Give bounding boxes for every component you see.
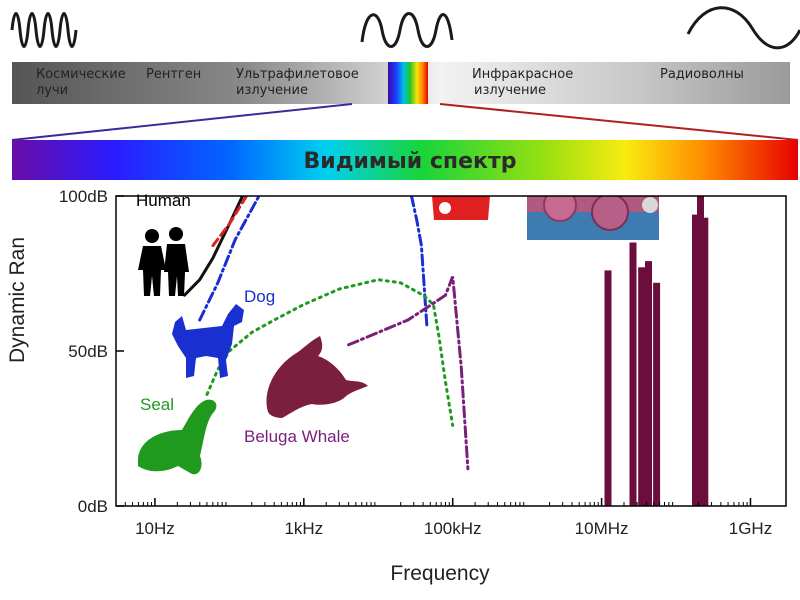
visible-spectrum-label: Видимый спектр [304,149,517,174]
band-label-radio: Радиоволны [660,67,744,82]
band-label-ir: Инфракрасное [472,67,573,82]
short-wave-icon [10,12,78,48]
x-axis: 10Hz 1kHz 100kHz 10MHz 1GHz [115,498,772,538]
bar-6 [697,196,704,506]
band-label-uv-2: излучение [236,83,308,98]
beluga-whale-icon [266,336,368,418]
series-line-beluga-whale-5 [347,276,470,471]
series-line-human-1 [211,196,248,248]
long-wave-icon [686,6,800,50]
series-line-dog-3 [410,196,429,328]
x-tick-label-1: 1kHz [284,519,323,538]
bar-3 [645,261,652,506]
spectrum-band-labels: Космические лучи Рентген Ультрафилетовое… [36,67,744,98]
band-label-ir-2: излучение [474,83,546,98]
annotation-beluga-whale: Beluga Whale [244,427,350,446]
y-tick-label-1: 50dB [68,342,108,361]
human-icon [138,227,189,296]
band-label-cosmic-2: лучи [36,83,68,98]
red-object-icon [432,196,490,220]
band-label-uv: Ультрафилетовое [236,67,359,82]
mini-visible-band [388,62,428,104]
hearing-range-chart: Human Dog Seal Beluga Whale 10Hz 1kHz 100k… [6,187,787,585]
x-tick-label-2: 100kHz [424,519,482,538]
bar-layer [604,196,709,506]
x-tick-label-4: 1GHz [729,519,772,538]
band-label-xray: Рентген [146,67,201,82]
x-axis-label: Frequency [390,562,490,585]
series-line-seal-4 [205,278,455,427]
bar-1 [629,242,637,506]
bar-4 [653,282,661,506]
inset-image [527,196,659,240]
visible-spectrum-bar [12,140,798,180]
series-layer [183,196,470,471]
medium-wave-icon [360,12,454,48]
y-axis-label: Dynamic Ran [6,237,29,363]
annotation-dog: Dog [244,287,275,306]
dog-icon [172,304,244,378]
seal-icon [138,399,217,475]
bar-2 [638,267,646,506]
annotation-seal: Seal [140,395,174,414]
x-tick-label-0: 10Hz [135,519,175,538]
bar-0 [604,270,612,506]
x-tick-label-3: 10MHz [575,519,629,538]
y-tick-label-0: 0dB [78,497,108,516]
y-tick-label-2: 100dB [59,187,108,206]
bar-5 [692,214,699,506]
series-line-dog-2 [198,196,261,322]
expand-line-right [439,103,799,141]
electromagnetic-spectrum: Космические лучи Рентген Ультрафилетовое… [10,6,800,180]
y-axis: 0dB 50dB 100dB [59,187,124,516]
band-label-cosmic: Космические [36,67,126,82]
series-line-human-0 [183,196,244,297]
annotation-human: Human [136,191,191,210]
expand-line-left [11,103,353,141]
bar-7 [701,217,709,506]
annotations: Human Dog Seal Beluga Whale [136,191,350,446]
